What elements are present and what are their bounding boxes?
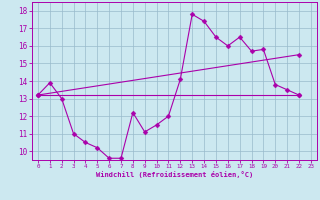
X-axis label: Windchill (Refroidissement éolien,°C): Windchill (Refroidissement éolien,°C) xyxy=(96,171,253,178)
